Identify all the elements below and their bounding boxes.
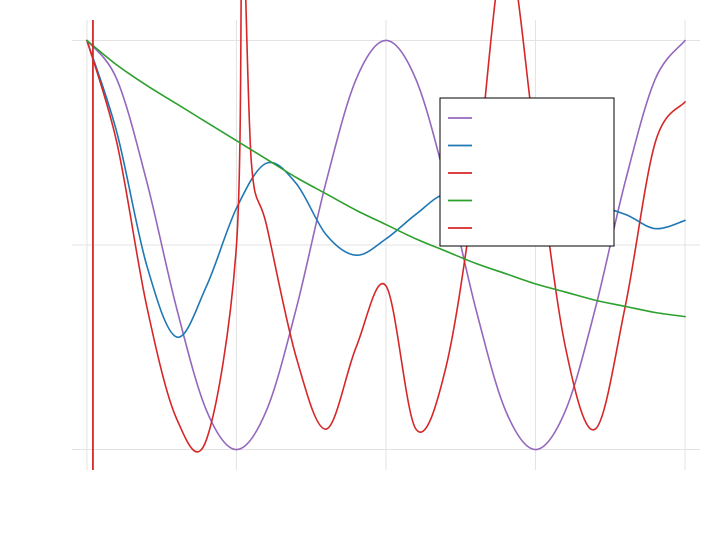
series-line-4 — [86, 39, 686, 318]
legend-entries — [448, 117, 472, 229]
grid-lines — [72, 20, 700, 470]
legend-box — [439, 97, 615, 247]
series-line-1 — [86, 39, 686, 451]
series-line-3 — [86, 0, 686, 453]
legend — [439, 97, 615, 247]
